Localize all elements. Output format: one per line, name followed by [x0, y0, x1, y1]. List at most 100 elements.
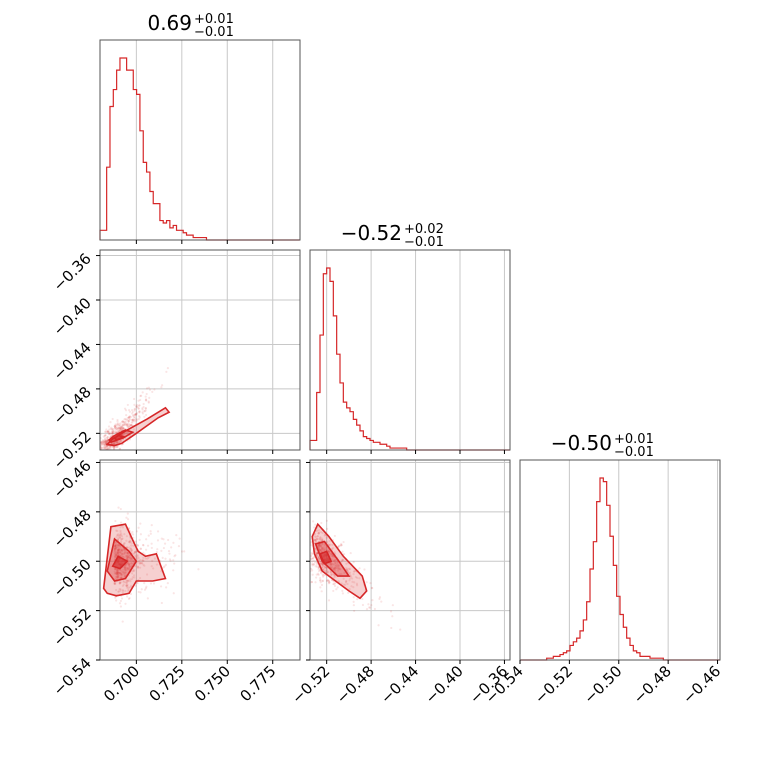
sample-point [316, 552, 319, 555]
sample-point [117, 548, 120, 551]
sample-point [314, 535, 317, 538]
sample-point [166, 367, 170, 370]
sample-point [338, 572, 341, 575]
sample-point [126, 583, 129, 586]
sample-point [128, 419, 131, 422]
sample-point [115, 431, 118, 434]
sample-point [152, 567, 155, 570]
sample-point [138, 416, 141, 419]
sample-point [116, 420, 119, 423]
sample-point [128, 596, 131, 600]
sample-point [316, 535, 319, 538]
sample-point [323, 544, 326, 547]
sample-point [339, 568, 342, 571]
sample-point [353, 609, 356, 613]
sample-point [130, 424, 133, 427]
sample-point [133, 409, 136, 412]
sample-point [127, 589, 130, 592]
sample-point [119, 576, 123, 580]
sample-point [137, 590, 140, 594]
sample-point [104, 440, 107, 443]
sample-point [332, 555, 335, 558]
sample-point [103, 441, 106, 444]
sample-point [160, 537, 163, 540]
sample-point [150, 565, 153, 568]
sample-point [128, 424, 131, 427]
sample-point [323, 534, 326, 537]
sample-point [164, 563, 168, 566]
sample-point [332, 567, 336, 571]
sample-point [132, 533, 135, 536]
sample-point [104, 451, 106, 453]
sample-point [129, 557, 132, 560]
sample-point [127, 556, 130, 559]
sample-point [113, 549, 116, 552]
sample-point [133, 420, 137, 423]
sample-point [133, 416, 137, 419]
sample-point [331, 565, 334, 568]
sample-point [319, 586, 322, 589]
sample-point [120, 538, 124, 541]
contour-inner [111, 555, 129, 570]
sample-point [127, 563, 131, 566]
sample-point [126, 557, 129, 560]
sample-point [140, 394, 143, 397]
sample-point [114, 541, 117, 544]
sample-point [316, 529, 319, 532]
sample-point [322, 565, 326, 568]
sample-point [133, 551, 136, 554]
sample-point [333, 559, 336, 563]
sample-point [119, 426, 123, 429]
sample-point [313, 526, 316, 529]
sample-point [101, 439, 105, 442]
sample-point [141, 412, 144, 415]
sample-point [311, 560, 314, 563]
sample-point [118, 426, 122, 429]
sample-point [114, 547, 118, 550]
sample-point [119, 589, 122, 592]
sample-point [114, 596, 117, 599]
sample-point [144, 587, 148, 590]
sample-point [156, 539, 160, 542]
histogram-step-line [99, 57, 300, 241]
sample-point [390, 626, 393, 630]
sample-point [125, 584, 128, 587]
sample-point [115, 552, 118, 556]
sample-point [120, 574, 123, 577]
sample-point [172, 592, 175, 595]
sample-point [307, 568, 309, 570]
sample-point [325, 566, 328, 569]
sample-point [118, 429, 122, 432]
sample-point [318, 549, 322, 552]
sample-point [330, 566, 333, 569]
sample-point [127, 588, 130, 591]
sample-point [136, 543, 139, 547]
sample-point [117, 426, 120, 429]
sample-point [125, 581, 128, 584]
sample-point [318, 548, 321, 551]
sample-point [138, 566, 142, 569]
sample-point [127, 420, 130, 423]
sample-point [314, 581, 317, 584]
sample-point [124, 568, 127, 571]
sample-point [119, 427, 122, 430]
sample-point [91, 449, 93, 451]
sample-point [110, 433, 114, 436]
sample-point [322, 546, 325, 549]
sample-point [319, 579, 322, 582]
sample-point [350, 575, 353, 578]
sample-point [113, 548, 116, 551]
sample-point [138, 411, 141, 414]
sample-point [135, 405, 138, 408]
sample-point [367, 603, 370, 606]
sample-point [170, 546, 173, 549]
sample-point [121, 426, 124, 429]
sample-point [148, 388, 152, 391]
sample-point [321, 563, 324, 566]
sample-point [126, 551, 129, 555]
histogram-title-value: −0.50 [551, 431, 612, 455]
sample-point [121, 424, 124, 427]
scatter-content [102, 506, 200, 623]
sample-point [122, 590, 125, 593]
sample-point [123, 423, 126, 426]
